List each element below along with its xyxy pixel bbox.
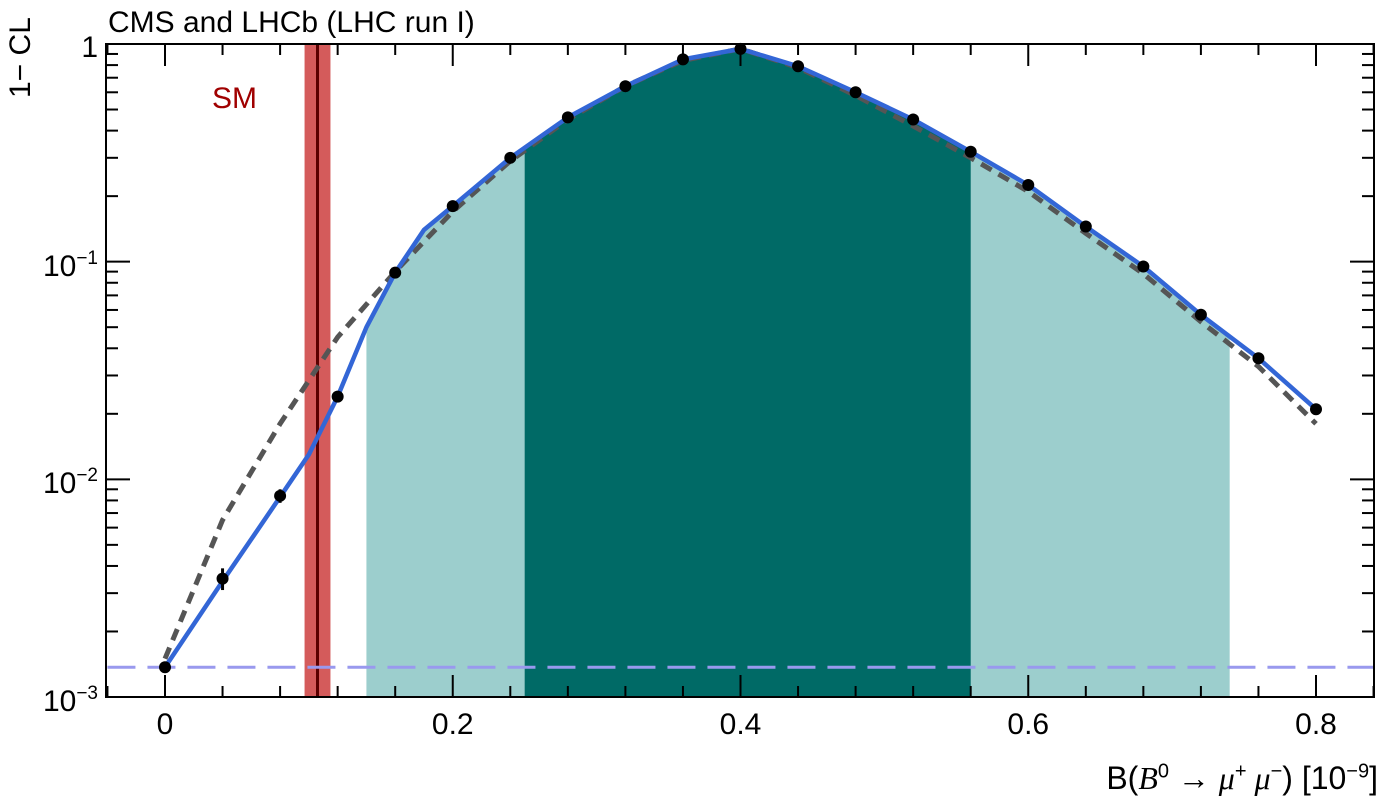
y-tick-exponent: −2 xyxy=(76,465,98,487)
y-tick-base: 10 xyxy=(42,467,77,501)
x-label-particle: B xyxy=(1138,760,1158,796)
data-point xyxy=(504,151,517,164)
sm-annotation: SM xyxy=(212,82,257,115)
x-label-mu1-sup: + xyxy=(1234,760,1247,783)
y-tick-label: 10−2 xyxy=(8,465,98,501)
x-tick-label: 0.6 xyxy=(1007,708,1050,741)
data-point xyxy=(1079,220,1092,233)
y-tick-exponent: −1 xyxy=(76,247,98,269)
data-point xyxy=(1252,352,1265,365)
y-tick-label: 10−3 xyxy=(8,683,98,719)
data-point xyxy=(619,80,632,93)
y-tick-base: 10 xyxy=(42,685,77,718)
data-point xyxy=(1022,179,1035,192)
data-point xyxy=(216,572,229,585)
data-point xyxy=(1137,260,1150,273)
y-tick-base: 10 xyxy=(42,249,77,283)
x-label-mu2-sup: − xyxy=(1270,760,1283,783)
data-point xyxy=(159,661,171,674)
data-point xyxy=(561,111,574,124)
x-label-mu2: μ xyxy=(1246,760,1271,796)
chart-title: CMS and LHCb (LHC run I) xyxy=(108,6,475,39)
x-label-close: ] xyxy=(1369,760,1378,796)
data-point xyxy=(907,113,920,126)
data-point xyxy=(676,53,689,66)
data-point xyxy=(1194,308,1207,321)
y-tick-label: 10−1 xyxy=(8,248,98,284)
x-tick-label: 0 xyxy=(156,708,174,741)
data-point xyxy=(331,390,344,403)
curves xyxy=(107,46,1374,669)
x-tick-label: 0.4 xyxy=(719,708,762,741)
x-tick-label: 0.2 xyxy=(431,708,474,741)
data-point xyxy=(849,86,862,99)
x-tick-label: 0.8 xyxy=(1295,708,1337,741)
y-tick-base: 1 xyxy=(81,31,98,64)
x-label-unit-sup: −9 xyxy=(1346,760,1370,783)
y-tick-label: 1 xyxy=(8,31,98,65)
x-label-arrow: → xyxy=(1168,760,1219,796)
y-tick-exponent: −3 xyxy=(76,683,98,704)
data-points xyxy=(159,42,1322,674)
axes xyxy=(105,43,1375,698)
x-axis-label: B(B0 → μ+ μ−) [10−9] xyxy=(1106,760,1378,797)
fit-solid-curve xyxy=(163,46,1318,669)
data-point xyxy=(1310,403,1322,416)
band-1 xyxy=(524,49,971,697)
x-label-mu1: μ xyxy=(1218,760,1235,796)
data-point xyxy=(274,489,287,502)
data-point xyxy=(792,60,805,73)
x-label-suffix: ) [10 xyxy=(1282,760,1347,796)
data-point xyxy=(446,200,459,213)
data-point xyxy=(964,145,977,158)
x-label-particle-sup: 0 xyxy=(1157,760,1169,783)
confidence-bands xyxy=(366,49,1230,697)
x-label-prefix: B( xyxy=(1106,760,1139,796)
data-point xyxy=(389,266,402,279)
